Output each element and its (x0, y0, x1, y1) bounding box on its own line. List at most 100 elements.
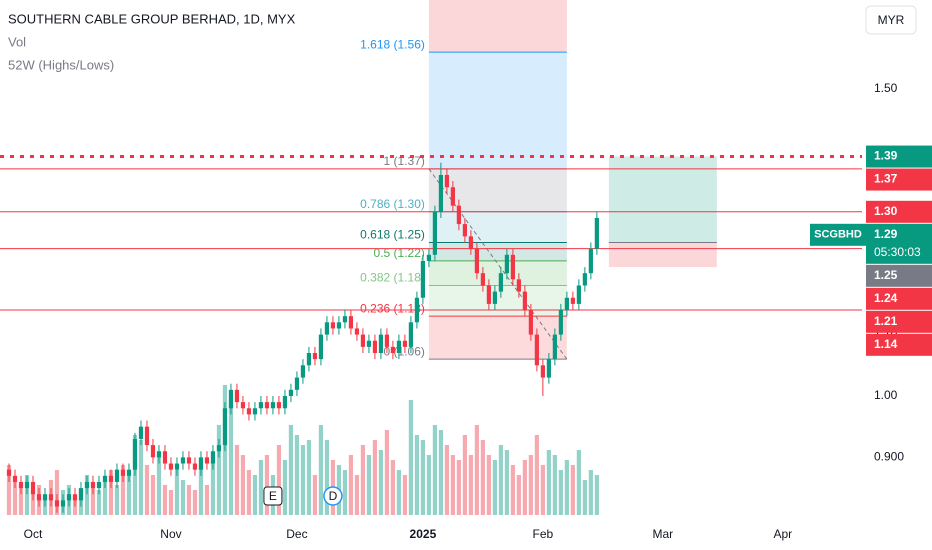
volume-bar (486, 455, 491, 515)
candle-body (192, 463, 198, 470)
fib-zone (428, 211, 567, 243)
candle-body (264, 402, 270, 409)
volume-bar (366, 455, 372, 515)
volume-bar (162, 485, 168, 515)
volume-bar (504, 450, 509, 515)
countdown: 05:30:03 (874, 245, 921, 259)
candle-body (288, 389, 294, 396)
volume-bar (276, 445, 282, 515)
volume-bar (456, 460, 461, 515)
candle-body (378, 334, 384, 354)
price-badge-label: 1.24 (874, 291, 898, 305)
candle-body (60, 500, 66, 507)
candle-body (222, 408, 228, 446)
fib-label: 0.236 (1.13) (360, 301, 425, 315)
candle-body (36, 494, 42, 501)
candle-body (198, 457, 204, 470)
volume-bar (576, 450, 581, 515)
candle-body (432, 211, 437, 255)
candle-body (282, 395, 288, 409)
currency-label[interactable]: MYR (878, 13, 905, 27)
candle-body (108, 475, 114, 482)
candle-body (426, 254, 431, 261)
fib-zone (428, 242, 567, 261)
candle-body (522, 291, 527, 311)
volume-bar (462, 435, 467, 515)
candle-body (492, 291, 497, 304)
event-label: E (269, 489, 277, 503)
candle-body (138, 426, 144, 439)
candle-body (348, 316, 354, 329)
candle-body (54, 500, 60, 507)
price-badge (866, 287, 932, 310)
volume-bar (300, 445, 306, 515)
candle-body (408, 322, 414, 347)
price-badge (866, 168, 932, 191)
candle-body (384, 334, 390, 347)
candle-body (552, 334, 557, 360)
volume-bar (90, 485, 96, 515)
y-tick-label: 0.900 (874, 450, 904, 464)
plot-area: 1.618 (1.56) 1 (1.37) 0.786 (1.30) 0.618 (1… (0, 0, 862, 515)
candle-body (18, 481, 24, 489)
indicator-label: 52W (Highs/Lows) (8, 57, 114, 72)
volume-bar (174, 470, 180, 515)
candle-body (438, 174, 443, 212)
candle-body (150, 445, 156, 458)
volume-bar (552, 455, 557, 515)
candle-body (354, 328, 360, 335)
y-tick-label: 1.00 (874, 388, 898, 402)
x-tick-label: Mar (653, 527, 674, 541)
candle-body (540, 365, 545, 378)
candle-body (48, 494, 54, 501)
volume-bar (192, 490, 198, 515)
candle-body (480, 273, 485, 286)
volume-bar (348, 455, 354, 515)
candle-body (342, 316, 348, 323)
symbol-label: SCGBHD (814, 229, 862, 241)
volume-bar (240, 455, 246, 515)
x-tick-label: 2025 (410, 527, 437, 541)
candle-body (468, 236, 473, 249)
volume-bar (258, 460, 264, 515)
price-badge (866, 200, 932, 223)
candle-body (114, 469, 120, 482)
currency-button[interactable] (865, 5, 917, 35)
volume-bar (372, 440, 378, 515)
volume-bar (438, 430, 443, 515)
x-tick-label: Feb (533, 527, 554, 541)
price-badge-label: 1.39 (874, 149, 898, 163)
candle-body (126, 469, 132, 476)
price-badge-label: 1.14 (874, 337, 898, 351)
candle-body (420, 260, 426, 298)
volume-bar (312, 475, 318, 515)
volume-bar (264, 455, 270, 515)
volume-bar (342, 470, 348, 515)
volume-bar (96, 490, 102, 515)
fib-label: 0.786 (1.30) (360, 197, 425, 211)
price-badge-label: 1.25 (874, 268, 898, 282)
price-badge-label: 1.21 (874, 314, 898, 328)
volume-bar (294, 435, 300, 515)
candle-body (462, 224, 467, 237)
candle-body (444, 174, 449, 188)
candle-body (96, 481, 102, 489)
candle-body (498, 273, 503, 292)
volume-bar (354, 475, 360, 515)
volume-bar (468, 455, 473, 515)
volume-bar (378, 450, 384, 515)
y-tick-label: 1.50 (874, 81, 898, 95)
price-badge-label: 1.30 (874, 204, 898, 218)
candle-body (120, 469, 126, 476)
candle-body (78, 488, 84, 501)
volume-bar (84, 475, 90, 515)
volume-bar (234, 445, 240, 515)
axis-layer: Oct Nov Dec 2025 Feb Mar Apr1.501.101.000.9001… (24, 81, 932, 541)
volume-bar (480, 440, 485, 515)
candle-body (168, 463, 174, 470)
candle-body (216, 445, 222, 452)
candle-body (390, 346, 396, 354)
volume-bar (306, 440, 312, 515)
volume-bar (516, 475, 521, 515)
